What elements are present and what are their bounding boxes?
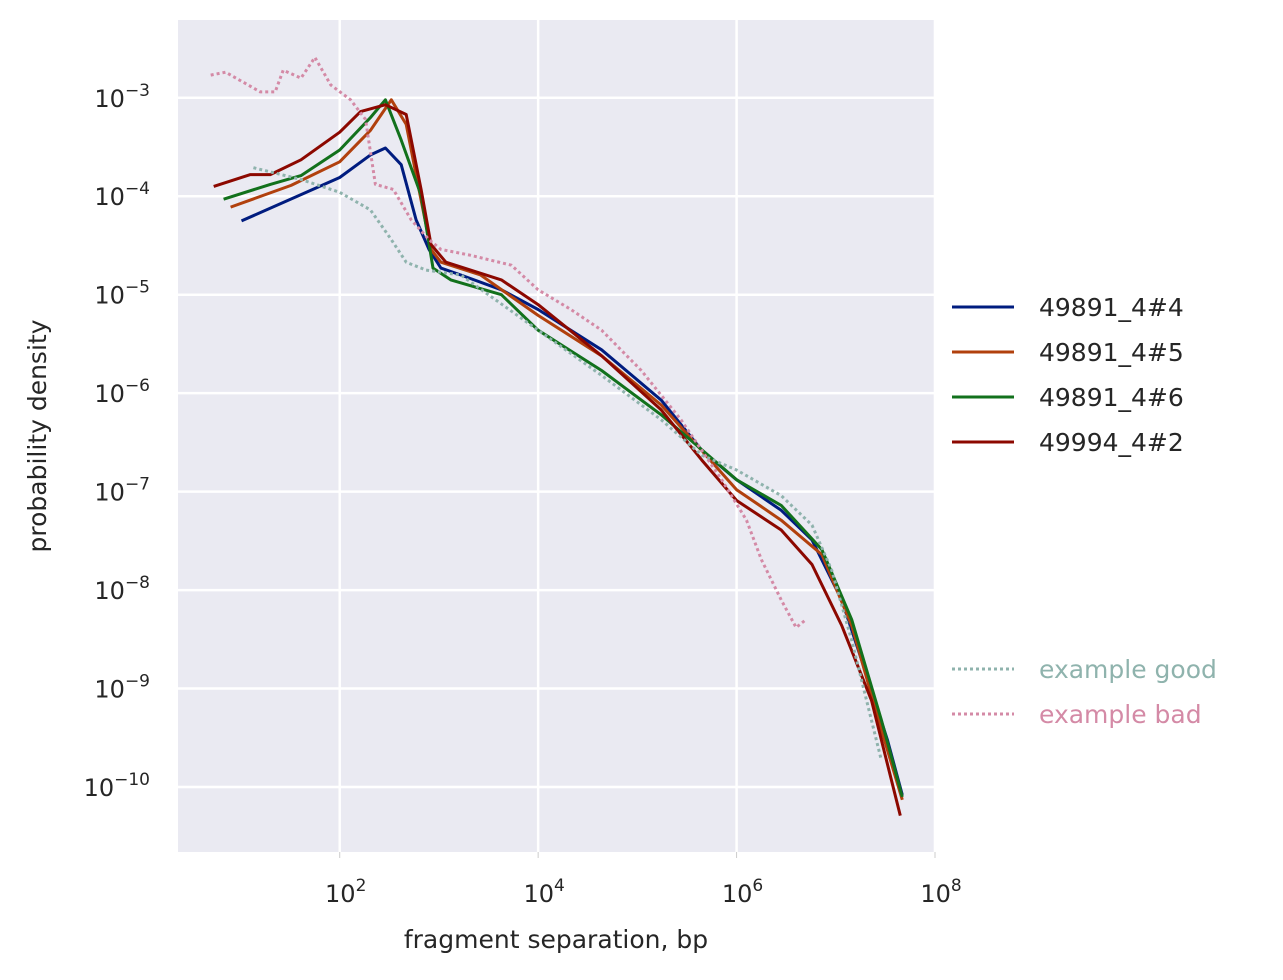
legend-label: 49891_4#4 bbox=[1039, 293, 1184, 322]
x-tick-label: 106 bbox=[722, 876, 763, 908]
x-axis-label: fragment separation, bp bbox=[404, 925, 708, 954]
y-tick-label: 10−4 bbox=[94, 179, 150, 211]
series-line-example-good bbox=[253, 166, 883, 761]
y-tick-label: 10−10 bbox=[84, 770, 150, 802]
x-tick-label: 108 bbox=[920, 876, 961, 908]
y-tick-label: 10−7 bbox=[94, 475, 150, 507]
tick-labels: 102 104 106 108 10−3 10−4 10−5 10−6 10−7 10−8 10−9… bbox=[84, 81, 962, 908]
grid bbox=[178, 20, 937, 858]
legend-label: 49994_4#2 bbox=[1039, 428, 1184, 457]
y-tick-label: 10−3 bbox=[94, 81, 150, 113]
legend-label: example good bbox=[1039, 655, 1217, 684]
y-tick-label: 10−6 bbox=[94, 376, 150, 408]
x-tick-label: 104 bbox=[523, 876, 564, 908]
series-group bbox=[210, 55, 904, 816]
y-axis-label: probability density bbox=[23, 319, 52, 552]
y-tick-label: 10−8 bbox=[94, 573, 150, 605]
y-tick-label: 10−9 bbox=[94, 672, 150, 704]
legend: 49891_4#4 49891_4#5 49891_4#6 49994_4#2exam… bbox=[952, 293, 1217, 729]
legend-label: example bad bbox=[1039, 700, 1202, 729]
legend-label: 49891_4#6 bbox=[1039, 383, 1184, 412]
series-line-49891-4-5 bbox=[230, 98, 904, 801]
legend-label: 49891_4#5 bbox=[1039, 338, 1184, 367]
series-line-example-bad bbox=[210, 55, 807, 629]
y-tick-label: 10−5 bbox=[94, 278, 150, 310]
series-line-49994-4-2 bbox=[213, 103, 902, 816]
x-tick-label: 102 bbox=[325, 876, 366, 908]
plot-background bbox=[178, 20, 935, 852]
